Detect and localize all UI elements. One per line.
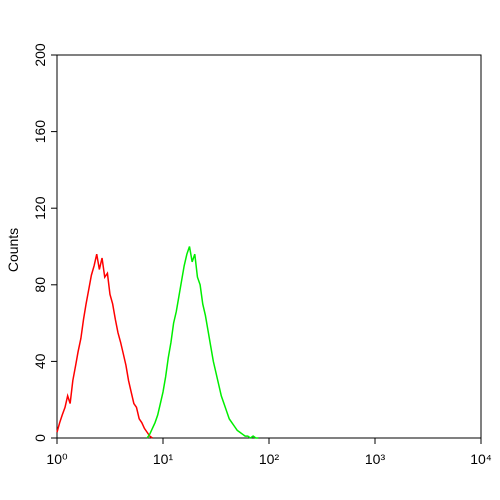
y-tick-label: 0 (32, 434, 48, 442)
y-tick-label: 160 (32, 120, 48, 144)
x-tick-label: 10¹ (153, 451, 174, 467)
y-tick-label: 200 (32, 43, 48, 67)
histogram-line (146, 246, 259, 439)
x-tick-label: 10² (259, 451, 280, 467)
x-tick-label: 10⁴ (470, 451, 492, 467)
y-axis-label: Counts (5, 228, 21, 272)
y-tick-label: 40 (32, 353, 48, 369)
y-tick-label: 80 (32, 277, 48, 293)
x-tick-label: 10³ (365, 451, 386, 467)
plot-frame (56, 54, 482, 439)
y-tick-label: 120 (32, 196, 48, 220)
histogram-line (56, 253, 153, 439)
x-tick-label: 10⁰ (46, 451, 68, 467)
